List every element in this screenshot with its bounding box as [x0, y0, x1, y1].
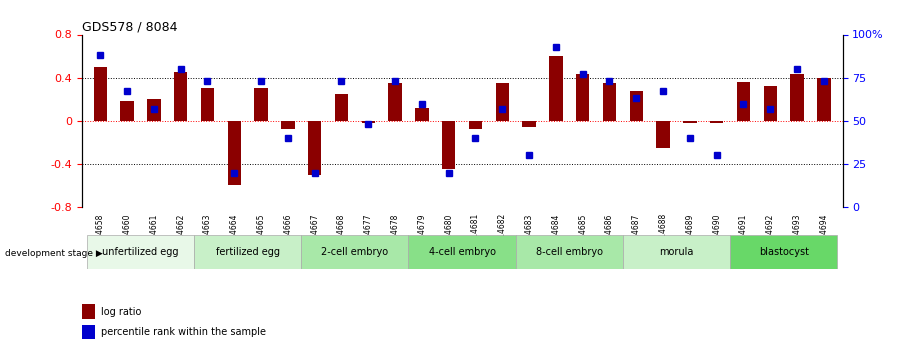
Bar: [194, 235, 302, 269]
Bar: [82, 325, 95, 339]
Bar: [496, 83, 509, 121]
Bar: [174, 72, 188, 121]
Text: 2-cell embryo: 2-cell embryo: [322, 247, 389, 257]
Bar: [790, 75, 804, 121]
Bar: [93, 67, 107, 121]
Text: 8-cell embryo: 8-cell embryo: [535, 247, 602, 257]
Bar: [576, 75, 589, 121]
Bar: [523, 121, 535, 127]
Bar: [82, 304, 95, 319]
Bar: [201, 88, 214, 121]
Text: development stage ▶: development stage ▶: [5, 249, 102, 258]
Bar: [409, 235, 516, 269]
Bar: [87, 235, 194, 269]
Bar: [389, 83, 401, 121]
Text: 4-cell embryo: 4-cell embryo: [429, 247, 496, 257]
Text: percentile rank within the sample: percentile rank within the sample: [101, 327, 265, 337]
Bar: [630, 90, 643, 121]
Text: fertilized egg: fertilized egg: [216, 247, 280, 257]
Bar: [302, 235, 409, 269]
Bar: [468, 121, 482, 129]
Bar: [255, 88, 268, 121]
Bar: [622, 235, 730, 269]
Bar: [730, 235, 837, 269]
Bar: [683, 121, 697, 123]
Bar: [817, 78, 831, 121]
Bar: [415, 108, 429, 121]
Text: GDS578 / 8084: GDS578 / 8084: [82, 20, 177, 33]
Bar: [308, 121, 322, 175]
Bar: [281, 121, 294, 129]
Text: log ratio: log ratio: [101, 307, 141, 317]
Bar: [120, 101, 134, 121]
Bar: [602, 83, 616, 121]
Text: morula: morula: [660, 247, 694, 257]
Bar: [737, 82, 750, 121]
Bar: [549, 56, 563, 121]
Bar: [710, 121, 723, 123]
Bar: [442, 121, 456, 169]
Bar: [147, 99, 160, 121]
Bar: [361, 121, 375, 123]
Bar: [764, 86, 777, 121]
Bar: [227, 121, 241, 186]
Bar: [335, 94, 348, 121]
Bar: [656, 121, 670, 148]
Text: blastocyst: blastocyst: [758, 247, 809, 257]
Bar: [516, 235, 622, 269]
Text: unfertilized egg: unfertilized egg: [102, 247, 178, 257]
